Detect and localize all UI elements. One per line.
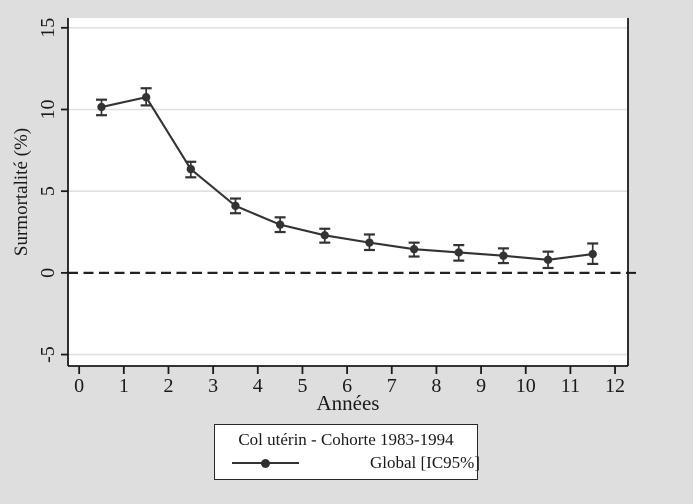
y-tick-label: 5 — [37, 186, 59, 196]
data-point-marker — [365, 238, 374, 247]
data-point-marker — [499, 251, 508, 260]
legend-line-marker-icon — [232, 458, 299, 468]
y-axis-title: Surmortalité (%) — [11, 127, 32, 257]
x-tick-label: 11 — [561, 375, 580, 397]
legend-entry: Global [IC95%] — [215, 451, 481, 475]
x-axis-ticks: 0 1 2 3 4 5 6 7 8 9 10 11 12 — [74, 366, 625, 397]
data-point-marker — [97, 102, 106, 112]
legend-box: Col utérin - Cohorte 1983-1994 Global [I… — [214, 424, 481, 480]
x-tick-label: 4 — [253, 375, 263, 397]
x-tick-label: 6 — [342, 375, 352, 397]
x-tick-label: 7 — [387, 375, 397, 397]
data-point-marker — [275, 220, 285, 229]
x-tick-label: 0 — [74, 375, 84, 397]
y-tick-label: 10 — [37, 99, 59, 119]
x-tick-label: 8 — [431, 375, 441, 397]
data-point-marker — [409, 244, 419, 254]
data-point-marker — [320, 231, 329, 240]
legend-dot-icon — [261, 458, 270, 468]
y-tick-label: -5 — [37, 346, 59, 363]
x-tick-label: 2 — [163, 375, 173, 397]
series-markers — [97, 93, 597, 265]
x-tick-label: 3 — [208, 375, 218, 397]
data-point-marker — [231, 201, 240, 211]
y-axis-ticks: -5 0 5 10 15 — [37, 18, 68, 363]
x-tick-label: 10 — [516, 375, 536, 397]
data-point-marker — [543, 255, 553, 265]
x-tick-label: 5 — [297, 375, 307, 397]
y-tick-label: 0 — [37, 268, 59, 278]
legend-title: Col utérin - Cohorte 1983-1994 — [238, 430, 454, 449]
y-gridlines — [68, 27, 628, 356]
series-line — [101, 96, 593, 261]
data-point-marker — [588, 249, 597, 259]
legend-entry-label: Global [IC95%] — [370, 453, 481, 472]
x-tick-label: 1 — [119, 375, 129, 397]
plot-background — [68, 18, 628, 366]
x-tick-label: 12 — [605, 375, 625, 397]
x-axis-title: Années — [316, 391, 380, 415]
x-tick-label: 9 — [476, 375, 486, 397]
data-point-marker — [454, 248, 463, 257]
data-point-marker — [186, 164, 196, 174]
data-point-marker — [141, 93, 151, 102]
y-tick-label: 15 — [37, 18, 59, 38]
